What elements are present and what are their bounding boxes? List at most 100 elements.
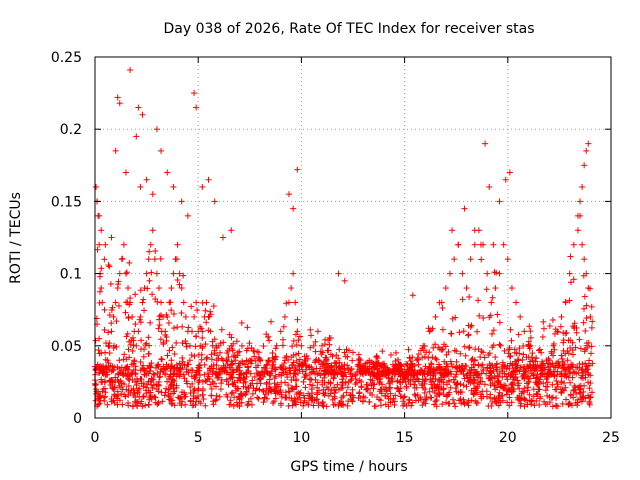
data-point: [333, 360, 340, 367]
data-point: [471, 227, 478, 234]
data-point: [475, 297, 482, 304]
data-point: [139, 299, 146, 306]
data-point: [292, 299, 299, 306]
data-point: [582, 374, 589, 381]
data-point: [513, 299, 520, 306]
data-point: [260, 343, 267, 350]
data-point: [420, 384, 427, 391]
data-point: [436, 299, 443, 306]
data-point: [452, 385, 459, 392]
data-point: [220, 364, 227, 371]
data-point: [199, 334, 206, 341]
data-point: [156, 313, 163, 320]
data-point: [311, 397, 318, 404]
data-point: [484, 365, 491, 372]
data-point: [323, 369, 330, 376]
chart-title: Day 038 of 2026, Rate Of TEC Index for r…: [163, 21, 534, 37]
data-point: [515, 331, 522, 338]
data-point: [171, 378, 178, 385]
data-point: [457, 368, 464, 375]
data-point: [160, 341, 167, 348]
data-point: [587, 350, 594, 357]
data-point: [294, 328, 301, 335]
data-point: [506, 402, 513, 409]
data-point: [587, 313, 594, 320]
data-point: [154, 362, 161, 369]
data-point: [148, 269, 155, 276]
data-point: [405, 399, 412, 406]
data-point: [501, 347, 508, 354]
data-point: [497, 342, 504, 349]
data-point: [96, 212, 103, 219]
data-point: [549, 403, 556, 410]
data-point: [428, 381, 435, 388]
data-point: [478, 393, 485, 400]
data-point: [480, 349, 487, 356]
data-point: [343, 346, 350, 353]
data-point: [224, 347, 231, 354]
plot-frame: [94, 56, 612, 419]
data-point: [156, 374, 163, 381]
data-point: [150, 382, 157, 389]
data-point: [251, 373, 258, 380]
data-point: [557, 386, 564, 393]
data-point: [387, 390, 394, 397]
data-point: [295, 362, 302, 369]
data-point: [533, 355, 540, 362]
data-point: [332, 389, 339, 396]
data-point: [551, 346, 558, 353]
data-point: [505, 371, 512, 378]
data-point: [178, 285, 185, 292]
data-point: [160, 365, 167, 372]
data-point: [415, 351, 422, 358]
data-point: [94, 246, 101, 253]
data-point: [486, 375, 493, 382]
data-point: [145, 401, 152, 408]
data-point: [432, 313, 439, 320]
data-point: [515, 356, 522, 363]
data-point: [391, 369, 398, 376]
data-point: [504, 256, 511, 263]
data-point: [391, 363, 398, 370]
data-point: [211, 336, 218, 343]
data-point: [417, 347, 424, 354]
data-point: [460, 328, 467, 335]
data-point: [430, 368, 437, 375]
data-point: [287, 370, 294, 377]
data-point: [533, 380, 540, 387]
data-point: [510, 388, 517, 395]
data-point: [281, 360, 288, 367]
data-point: [519, 356, 526, 363]
data-point: [129, 348, 136, 355]
data-point: [514, 377, 521, 384]
data-point: [554, 368, 561, 375]
data-point: [582, 395, 589, 402]
data-point: [457, 381, 464, 388]
data-point: [158, 355, 165, 362]
data-point: [527, 358, 534, 365]
data-point: [371, 364, 378, 371]
data-point: [101, 326, 108, 333]
data-point: [496, 319, 503, 326]
data-point: [488, 299, 495, 306]
data-point: [93, 183, 100, 190]
data-point: [426, 328, 433, 335]
data-point: [356, 389, 363, 396]
data-point: [307, 344, 314, 351]
data-point: [379, 381, 386, 388]
data-point: [443, 370, 450, 377]
data-point: [123, 386, 130, 393]
data-point: [477, 378, 484, 385]
data-point: [254, 380, 261, 387]
data-point: [490, 327, 497, 334]
data-point: [108, 368, 115, 375]
data-point: [443, 399, 450, 406]
data-point: [256, 355, 263, 362]
data-point: [158, 389, 165, 396]
data-point: [120, 356, 127, 363]
data-point: [457, 350, 464, 357]
data-point: [304, 355, 311, 362]
data-point: [426, 388, 433, 395]
data-point: [425, 370, 432, 377]
data-point: [323, 384, 330, 391]
